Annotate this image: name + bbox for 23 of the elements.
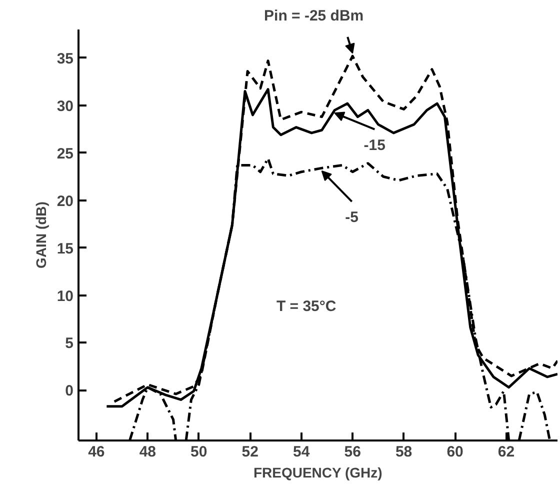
x-tick-label: 46: [88, 444, 105, 460]
x-tick-label: 50: [190, 444, 208, 460]
x-tick-label: 56: [344, 444, 361, 460]
x-tick-label: 48: [139, 444, 156, 460]
y-tick-label: 25: [56, 145, 74, 162]
annotation: T = 35°C: [276, 298, 336, 316]
annotation: Pin = -25 dBm: [264, 8, 364, 24]
annotation: -5: [345, 209, 359, 226]
x-tick-label: 54: [293, 444, 310, 460]
y-axis-title: GAIN (dB): [32, 202, 49, 268]
x-tick-label: 52: [242, 444, 258, 460]
x-tick-label: 62: [498, 444, 515, 460]
y-tick-label: 5: [65, 335, 74, 352]
y-tick-label: 0: [65, 382, 74, 400]
y-tick-label: 20: [56, 192, 74, 210]
y-tick-label: 10: [56, 288, 74, 305]
x-tick-label: 58: [395, 444, 412, 460]
annotation: -15: [364, 136, 386, 154]
y-tick-label: 30: [56, 98, 74, 115]
y-tick-label: 15: [56, 240, 74, 258]
x-axis-title: FREQUENCY (GHz): [253, 464, 382, 480]
x-tick-label: 60: [446, 444, 464, 460]
y-tick-label: 35: [56, 50, 74, 68]
